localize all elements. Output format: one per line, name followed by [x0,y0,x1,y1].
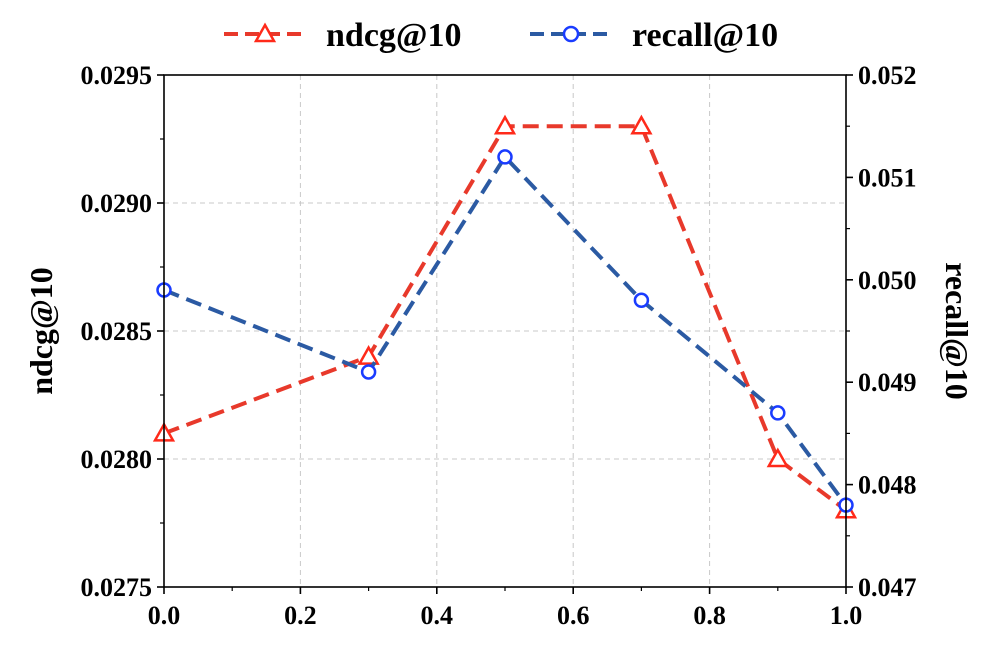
data-point-recall@10 [360,364,377,380]
legend-circle-marker [562,25,580,43]
y-right-tick-label: 0.052 [858,61,917,90]
x-tick-label: 0.6 [557,601,590,630]
series-line-recall@10 [163,153,848,507]
y-left-tick-label: 0.0280 [81,445,153,474]
data-point-recall@10 [497,149,513,165]
data-point-ndcg@10 [630,114,653,135]
legend: ndcg@10 recall@10 [224,17,778,54]
legend-label-ndcg: ndcg@10 [326,17,462,54]
y-right-tick-label: 0.049 [858,368,917,397]
grid [164,75,846,587]
y-left-tick-label: 0.0275 [81,573,153,602]
legend-triangle-marker [253,22,277,43]
series-line-ndcg@10 [163,124,848,512]
y-left-tick-label: 0.0290 [81,189,153,218]
data-point-recall@10 [633,292,650,309]
x-tick-label: 0.0 [148,601,181,630]
axes: 0.0 0.2 0.4 0.6 0.8 1.0 0.0275 0.0280 0.0285 0.02… [81,61,917,630]
y-right-label: recall@10 [939,262,975,400]
y-right-tick-label: 0.051 [858,163,917,192]
legend-label-recall: recall@10 [632,17,778,54]
y-left-label: ndcg@10 [23,267,59,395]
x-tick-label: 0.4 [421,601,454,630]
series-layer [152,114,858,519]
x-tick-label: 1.0 [830,601,863,630]
x-tick-label: 0.8 [693,601,726,630]
x-tick-label: 0.2 [284,601,317,630]
y-left-tick-label: 0.0295 [81,61,153,90]
data-point-ndcg@10 [493,114,517,135]
data-point-ndcg@10 [357,345,380,365]
y-right-tick-label: 0.048 [858,471,917,500]
data-point-recall@10 [770,405,786,421]
data-point-ndcg@10 [766,447,789,468]
y-right-tick-label: 0.047 [858,573,917,602]
y-right-tick-label: 0.050 [858,266,917,295]
y-left-tick-label: 0.0285 [81,317,153,346]
